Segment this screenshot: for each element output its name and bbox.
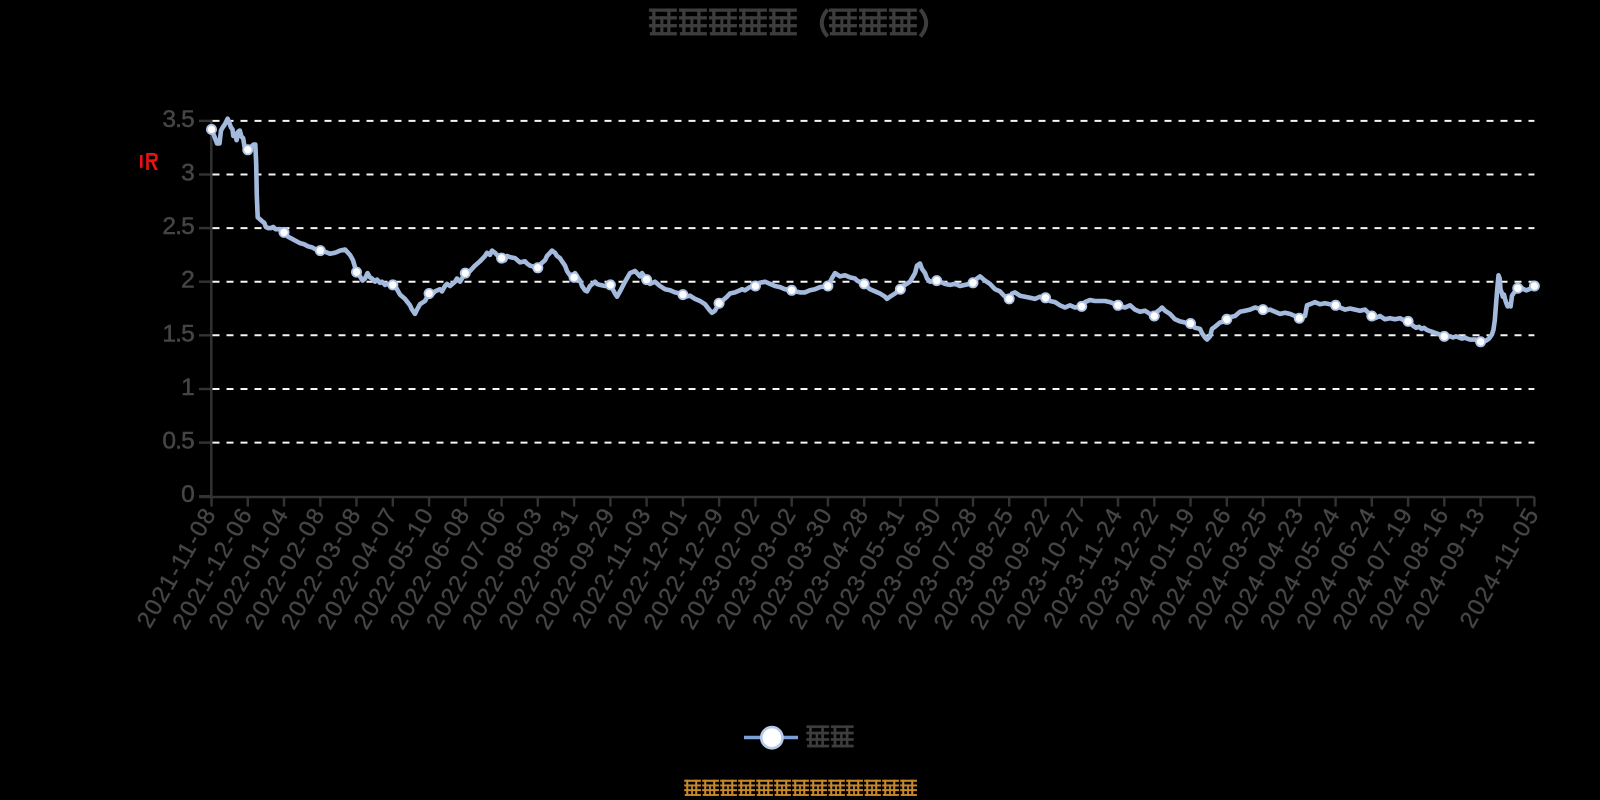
- svg-text:3.5: 3.5: [162, 106, 194, 133]
- svg-text:1: 1: [181, 374, 194, 401]
- svg-text:1.5: 1.5: [162, 320, 194, 347]
- svg-text:0.5: 0.5: [162, 428, 194, 455]
- svg-text:3: 3: [181, 160, 194, 187]
- svg-text:2.5: 2.5: [162, 213, 194, 240]
- svg-text:0: 0: [181, 481, 194, 508]
- svg-text:2: 2: [181, 267, 194, 294]
